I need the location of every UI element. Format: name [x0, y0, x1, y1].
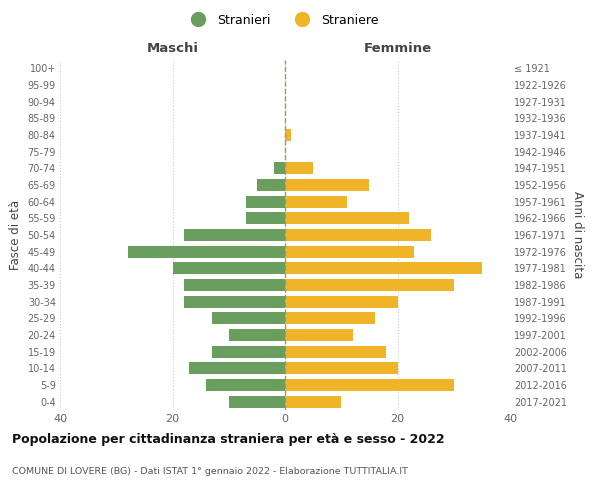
Bar — [190, 362, 285, 374]
Text: Popolazione per cittadinanza straniera per età e sesso - 2022: Popolazione per cittadinanza straniera p… — [12, 432, 445, 446]
Bar — [173, 262, 285, 274]
Bar — [128, 246, 285, 258]
Text: Femmine: Femmine — [364, 42, 431, 55]
Bar — [206, 379, 285, 391]
Bar — [285, 396, 341, 407]
Bar — [212, 346, 285, 358]
Bar — [184, 279, 285, 291]
Bar — [285, 162, 313, 174]
Bar — [285, 279, 454, 291]
Bar — [245, 212, 285, 224]
Bar — [285, 196, 347, 207]
Text: Maschi: Maschi — [146, 42, 199, 55]
Bar — [285, 296, 398, 308]
Text: COMUNE DI LOVERE (BG) - Dati ISTAT 1° gennaio 2022 - Elaborazione TUTTITALIA.IT: COMUNE DI LOVERE (BG) - Dati ISTAT 1° ge… — [12, 468, 408, 476]
Bar — [245, 196, 285, 207]
Bar — [229, 329, 285, 341]
Y-axis label: Fasce di età: Fasce di età — [9, 200, 22, 270]
Y-axis label: Anni di nascita: Anni di nascita — [571, 192, 584, 278]
Bar — [212, 312, 285, 324]
Bar — [285, 362, 398, 374]
Bar — [229, 396, 285, 407]
Bar — [184, 229, 285, 241]
Legend: Stranieri, Straniere: Stranieri, Straniere — [181, 8, 383, 32]
Bar — [285, 212, 409, 224]
Bar — [184, 296, 285, 308]
Bar — [285, 262, 482, 274]
Bar — [285, 346, 386, 358]
Bar — [285, 312, 375, 324]
Bar — [257, 179, 285, 191]
Bar — [285, 229, 431, 241]
Bar — [285, 379, 454, 391]
Bar — [285, 246, 415, 258]
Bar — [285, 129, 290, 141]
Bar — [285, 329, 353, 341]
Bar — [274, 162, 285, 174]
Bar — [285, 179, 370, 191]
